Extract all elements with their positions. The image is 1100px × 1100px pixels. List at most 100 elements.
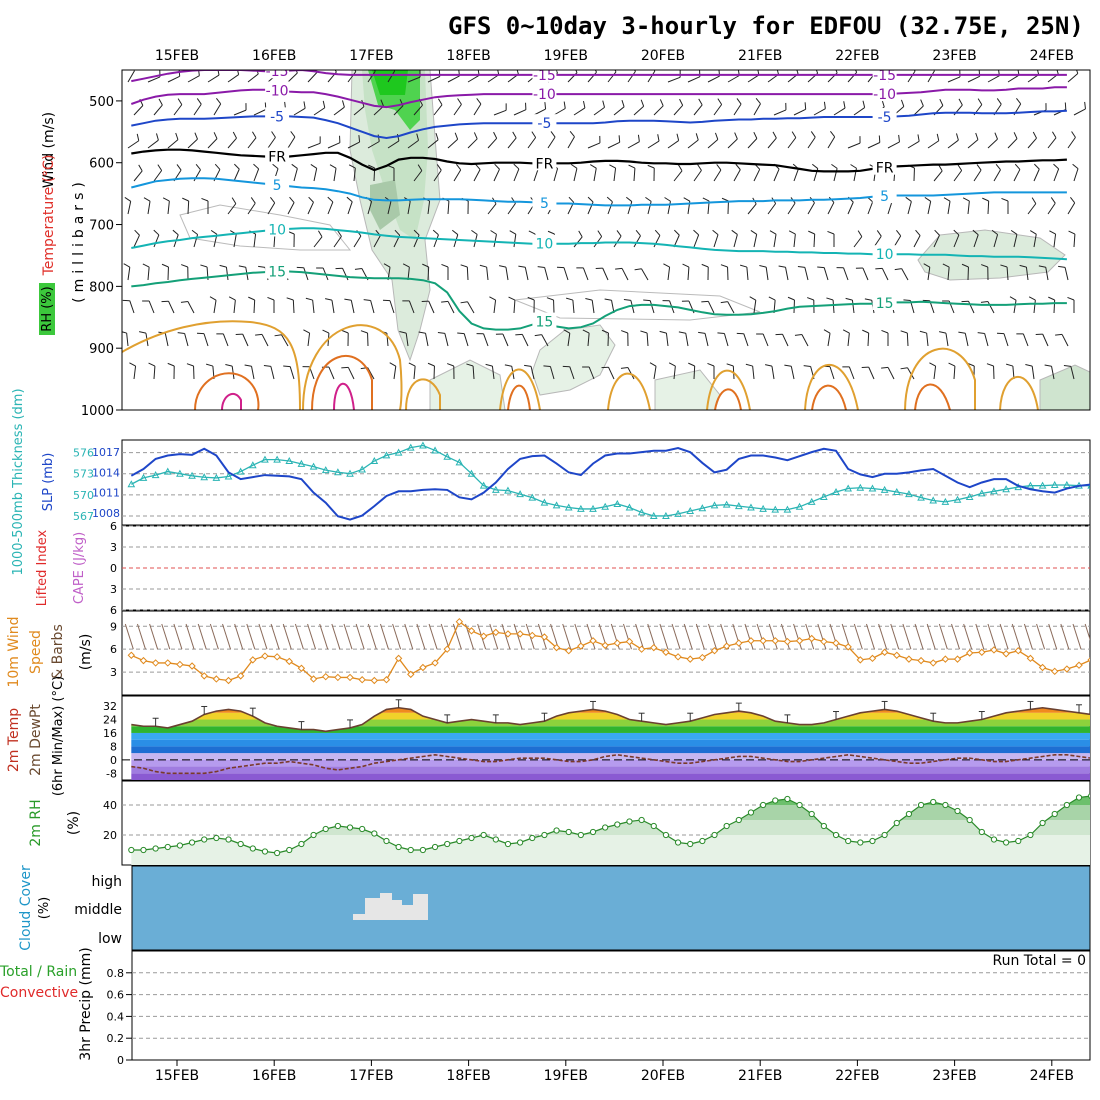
upper-wind-barb: [227, 137, 237, 149]
upper-wind-barb-flag: [717, 98, 723, 105]
upper-wind-barb: [967, 139, 979, 149]
upper-wind-barb-flag: [289, 196, 295, 203]
rh-point: [857, 839, 864, 846]
surface-wind-barb: [878, 623, 888, 650]
upper-wind-barb-flag: [587, 196, 594, 203]
upper-wind-barb-flag: [582, 329, 590, 334]
surface-wind-barb: [695, 623, 705, 650]
upper-wind-barb-flag: [489, 296, 496, 301]
upper-wind-barb-flag: [757, 70, 760, 76]
upper-wind-barb: [133, 170, 143, 182]
upper-wind-barb-flag: [854, 70, 858, 73]
rh-point: [480, 831, 487, 839]
upper-wind-barb: [493, 169, 500, 182]
upper-wind-barb: [907, 70, 916, 83]
rh-point: [261, 848, 269, 855]
upper-wind-barb-flag: [432, 229, 439, 236]
upper-wind-barb-flag: [493, 131, 498, 139]
upper-wind-barb-flag: [1025, 364, 1033, 367]
surface-wind-barb: [319, 623, 329, 650]
upper-wind-barb-flag: [454, 132, 459, 140]
upper-wind-barb-flag: [701, 300, 709, 303]
temp-band: [131, 732, 1090, 740]
wind-speed-point: [164, 659, 172, 667]
upper-wind-barb-flag: [494, 163, 500, 170]
rh-point: [796, 801, 803, 809]
upper-wind-barb: [467, 74, 480, 83]
upper-wind-barb: [633, 105, 644, 116]
thickness-point: [455, 458, 464, 466]
upper-wind-barb-flag: [479, 264, 487, 268]
rh-point: [735, 816, 742, 824]
upper-wind-barb: [427, 76, 440, 83]
thickness-point: [990, 487, 998, 495]
wind-axis: 3 6 9: [110, 620, 117, 679]
day-label-bottom: 17FEB: [349, 1068, 393, 1084]
upper-wind-barb: [887, 201, 893, 215]
wind-speed-point: [455, 617, 464, 626]
upper-wind-barb-flag: [248, 296, 255, 301]
thickness-tick-label: 576: [73, 447, 94, 460]
upper-wind-barb: [753, 234, 758, 248]
wind-gridlines: [122, 625, 1090, 673]
thickness-point: [491, 485, 500, 493]
upper-wind-barb-flag: [383, 263, 391, 268]
upper-wind-barb: [553, 168, 559, 182]
wind-speed-point: [686, 655, 694, 663]
upper-wind-barb: [193, 234, 199, 248]
upper-wind-barb-flag: [831, 163, 838, 169]
upper-wind-barb: [647, 140, 660, 149]
upper-wind-barb-flag: [181, 264, 188, 268]
upper-wind-barb-flag: [920, 99, 924, 107]
upper-wind-barb-flag: [255, 333, 263, 336]
upper-wind-barb-flag: [219, 264, 227, 268]
surface-wind-barb: [404, 623, 414, 650]
contour-label-bg: [532, 85, 557, 102]
upper-wind-barb: [767, 137, 777, 149]
day-label-bottom: 16FEB: [252, 1068, 296, 1084]
rh-point: [383, 837, 390, 845]
upper-wind-barb: [253, 299, 256, 314]
wind-speed-point: [844, 643, 852, 651]
slp-label: SLP (mb): [41, 453, 56, 512]
upper-wind-barb: [433, 234, 439, 248]
upper-wind-barb-flag: [341, 329, 349, 334]
upper-wind-barb: [713, 104, 723, 116]
surface-wind-barb: [853, 623, 863, 650]
temp-tick-label: 8: [110, 740, 117, 753]
upper-wind-barb-flag: [283, 365, 291, 368]
thickness-point: [1050, 480, 1059, 488]
upper-wind-barb: [649, 300, 655, 314]
upper-wind-barb-flag: [177, 332, 185, 334]
upper-wind-barb-flag: [807, 297, 814, 301]
upper-wind-barb-flag: [509, 230, 517, 235]
upper-wind-barb-flag: [712, 229, 719, 236]
rh-point: [213, 834, 220, 842]
upper-wind-barb: [627, 141, 640, 149]
pressure-tick-label: 900: [89, 342, 114, 357]
wind-speed-point: [540, 633, 549, 641]
upper-wind-barb: [572, 300, 575, 314]
upper-wind-barb-flag: [1063, 365, 1071, 367]
day-label-bottom: 15FEB: [155, 1068, 199, 1084]
upper-wind-barb: [613, 106, 625, 116]
upper-wind-barb: [567, 333, 571, 347]
upper-wind-barb: [967, 75, 980, 83]
upper-wind-barb-flag: [237, 70, 240, 75]
upper-wind-barb: [1047, 137, 1057, 149]
upper-wind-barb: [425, 333, 429, 347]
upper-wind-barb-flag: [476, 98, 482, 105]
contour-label-bg: [872, 85, 897, 102]
upper-wind-barb-flag: [804, 102, 807, 110]
upper-wind-barb: [667, 267, 671, 281]
upper-wind-barb-flag: [348, 164, 356, 169]
upper-wind-barb-flag: [707, 362, 715, 367]
upper-wind-barb: [947, 201, 951, 215]
upper-wind-barb-flag: [678, 331, 686, 334]
upper-wind-barb-flag: [210, 229, 218, 235]
contour-label-bg: [265, 81, 290, 98]
upper-wind-barb: [287, 72, 298, 83]
upper-wind-barb: [747, 74, 760, 83]
surface-wind-barb: [392, 623, 402, 650]
upper-wind-barb-flag: [499, 265, 507, 268]
